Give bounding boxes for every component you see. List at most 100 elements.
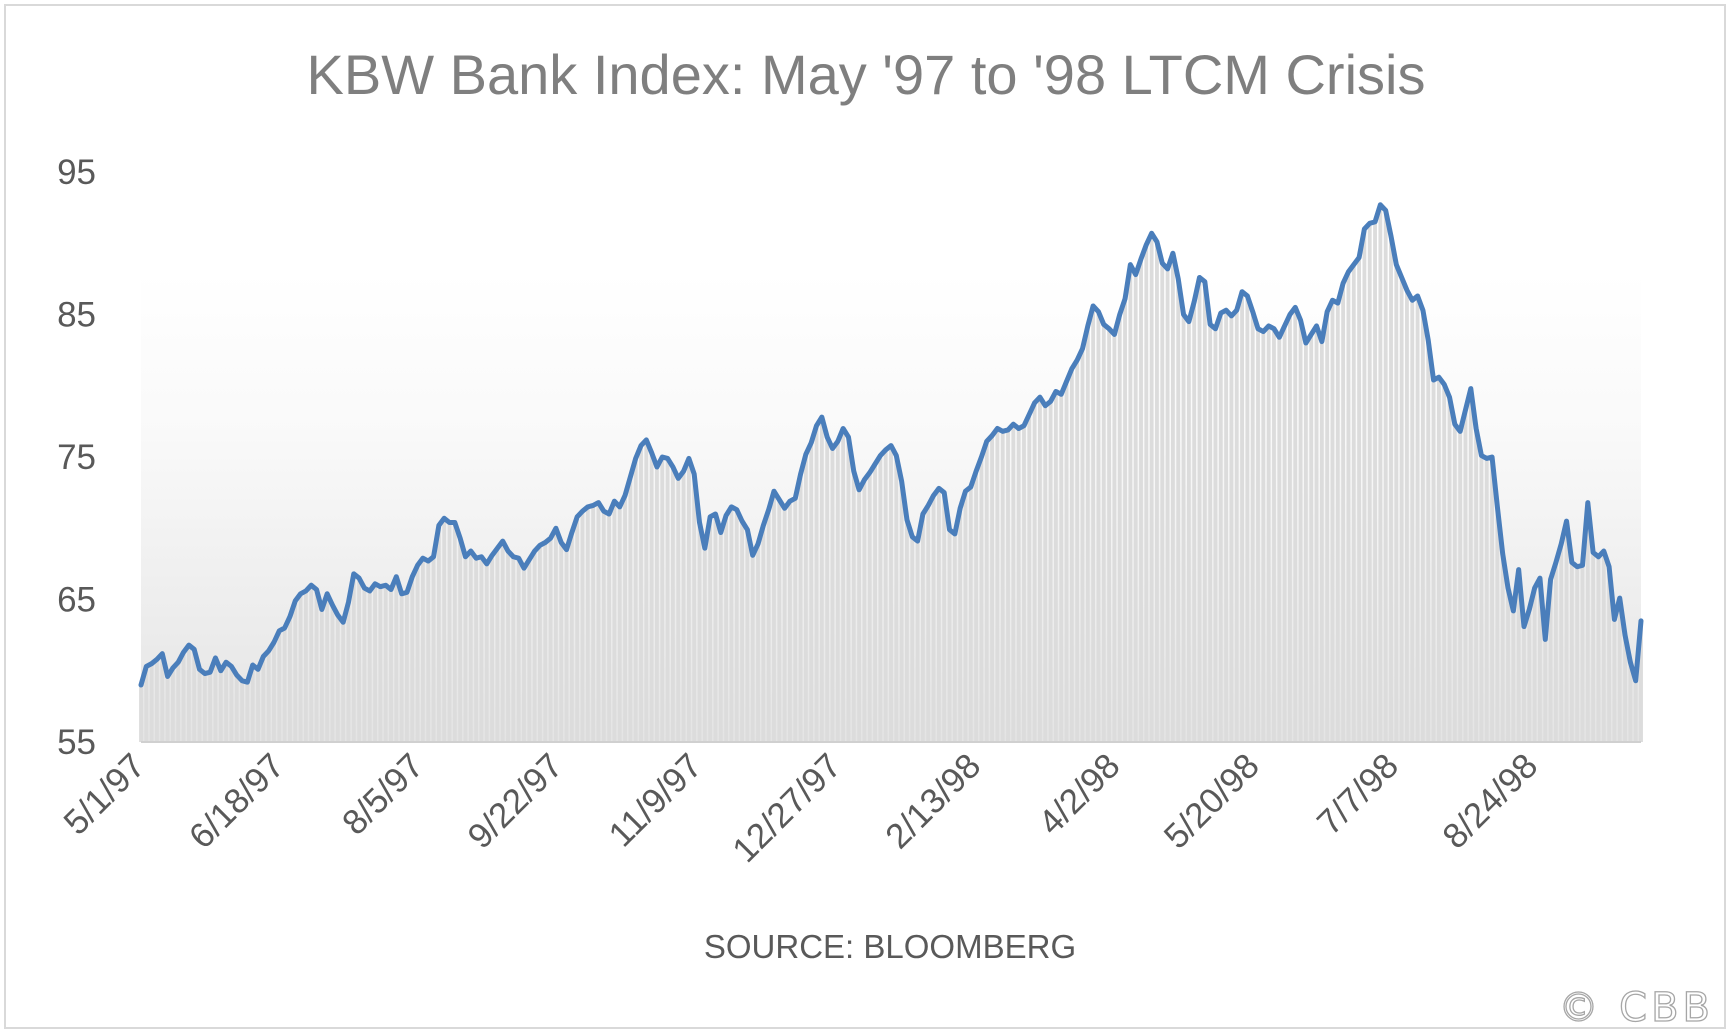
data-bar [1272, 328, 1276, 742]
data-bar [1032, 402, 1037, 742]
data-bar [1500, 553, 1505, 742]
data-bar [1442, 384, 1447, 742]
data-bar [394, 576, 399, 742]
data-bar [889, 445, 893, 742]
data-bar [319, 609, 324, 742]
data-bar [1596, 556, 1601, 742]
data-bar [1171, 253, 1175, 743]
data-bar [1069, 368, 1074, 742]
data-bar [1139, 258, 1143, 742]
data-bar [1479, 455, 1484, 742]
data-bar [468, 551, 473, 742]
data-bar [176, 662, 181, 742]
data-bar [644, 439, 649, 742]
data-bar [330, 605, 335, 742]
data-bar [894, 455, 899, 742]
data-bar [649, 452, 654, 742]
data-bar [766, 509, 771, 742]
data-bar [1346, 271, 1351, 742]
data-bar [522, 568, 526, 742]
data-bar [516, 558, 521, 742]
data-bar [362, 588, 367, 742]
data-bar [1538, 578, 1542, 743]
data-bar [1452, 424, 1457, 742]
data-bar [1394, 264, 1399, 743]
data-bar [415, 565, 420, 742]
data-bar [1468, 388, 1473, 742]
data-bar [1027, 414, 1032, 742]
data-bar [474, 558, 479, 742]
data-bar [1516, 569, 1521, 742]
data-bar [777, 499, 782, 742]
data-bar [899, 481, 904, 742]
data-bar [1038, 397, 1042, 742]
data-bar [229, 666, 234, 742]
data-bar [181, 652, 186, 742]
chart-source-note: SOURCE: BLOOMBERG [703, 928, 1077, 965]
data-bar [463, 556, 468, 742]
data-bar [772, 491, 776, 742]
data-bar [442, 518, 447, 742]
data-bar [1341, 283, 1346, 742]
data-bar [702, 548, 707, 742]
data-bar [942, 492, 947, 743]
data-bar [979, 457, 984, 742]
data-bar [1532, 588, 1537, 742]
data-bar [1559, 543, 1564, 742]
data-bar [1484, 458, 1489, 742]
data-bar [314, 589, 319, 742]
data-bar [1399, 277, 1404, 742]
data-bar [947, 529, 952, 742]
data-bar [628, 476, 633, 742]
data-bar [224, 662, 229, 742]
data-bar [1197, 277, 1202, 742]
data-bar [788, 501, 792, 742]
data-bar [835, 441, 840, 742]
data-bar [1192, 301, 1197, 742]
data-bar [1293, 307, 1298, 743]
data-bar [921, 514, 925, 742]
data-bar [1176, 278, 1181, 743]
data-bar [676, 478, 681, 743]
data-bar [1123, 298, 1127, 742]
data-bar [1633, 680, 1638, 742]
data-bar [1240, 291, 1244, 742]
data-bar [660, 457, 665, 742]
data-bar [1048, 401, 1053, 742]
data-bar [1431, 380, 1436, 742]
data-bar [1250, 311, 1255, 742]
data-bar [1053, 391, 1058, 742]
data-bar [234, 675, 239, 742]
data-bar [1101, 324, 1106, 742]
x-tick-label: 11/9/97 [601, 746, 709, 854]
y-tick-label: 85 [57, 296, 96, 335]
data-bar [452, 522, 457, 742]
data-bar [639, 445, 643, 742]
data-bar [878, 455, 883, 742]
data-bar [1357, 257, 1361, 742]
data-bar [1155, 241, 1159, 742]
x-tick-label: 8/5/97 [335, 746, 431, 842]
copyright-watermark: © CBB [1558, 984, 1714, 1031]
data-bar [559, 542, 564, 742]
data-bar [144, 666, 149, 742]
data-bar [1601, 551, 1606, 742]
data-bar [841, 428, 846, 742]
data-bar [1303, 343, 1308, 742]
y-tick-label: 65 [57, 581, 96, 620]
data-bar [968, 486, 973, 742]
series-line [138, 202, 1644, 688]
data-bar [681, 471, 686, 742]
data-bar [814, 425, 819, 742]
data-bar [160, 653, 165, 742]
data-bar [761, 525, 766, 742]
data-bar [1373, 221, 1377, 743]
data-bar [1006, 429, 1010, 742]
y-tick-label: 95 [57, 153, 96, 192]
data-bar [293, 600, 298, 742]
data-bar [1085, 325, 1090, 742]
data-bar [426, 561, 431, 742]
data-bar [1575, 566, 1580, 742]
data-bar [1628, 662, 1633, 742]
y-tick-label: 75 [57, 438, 96, 477]
